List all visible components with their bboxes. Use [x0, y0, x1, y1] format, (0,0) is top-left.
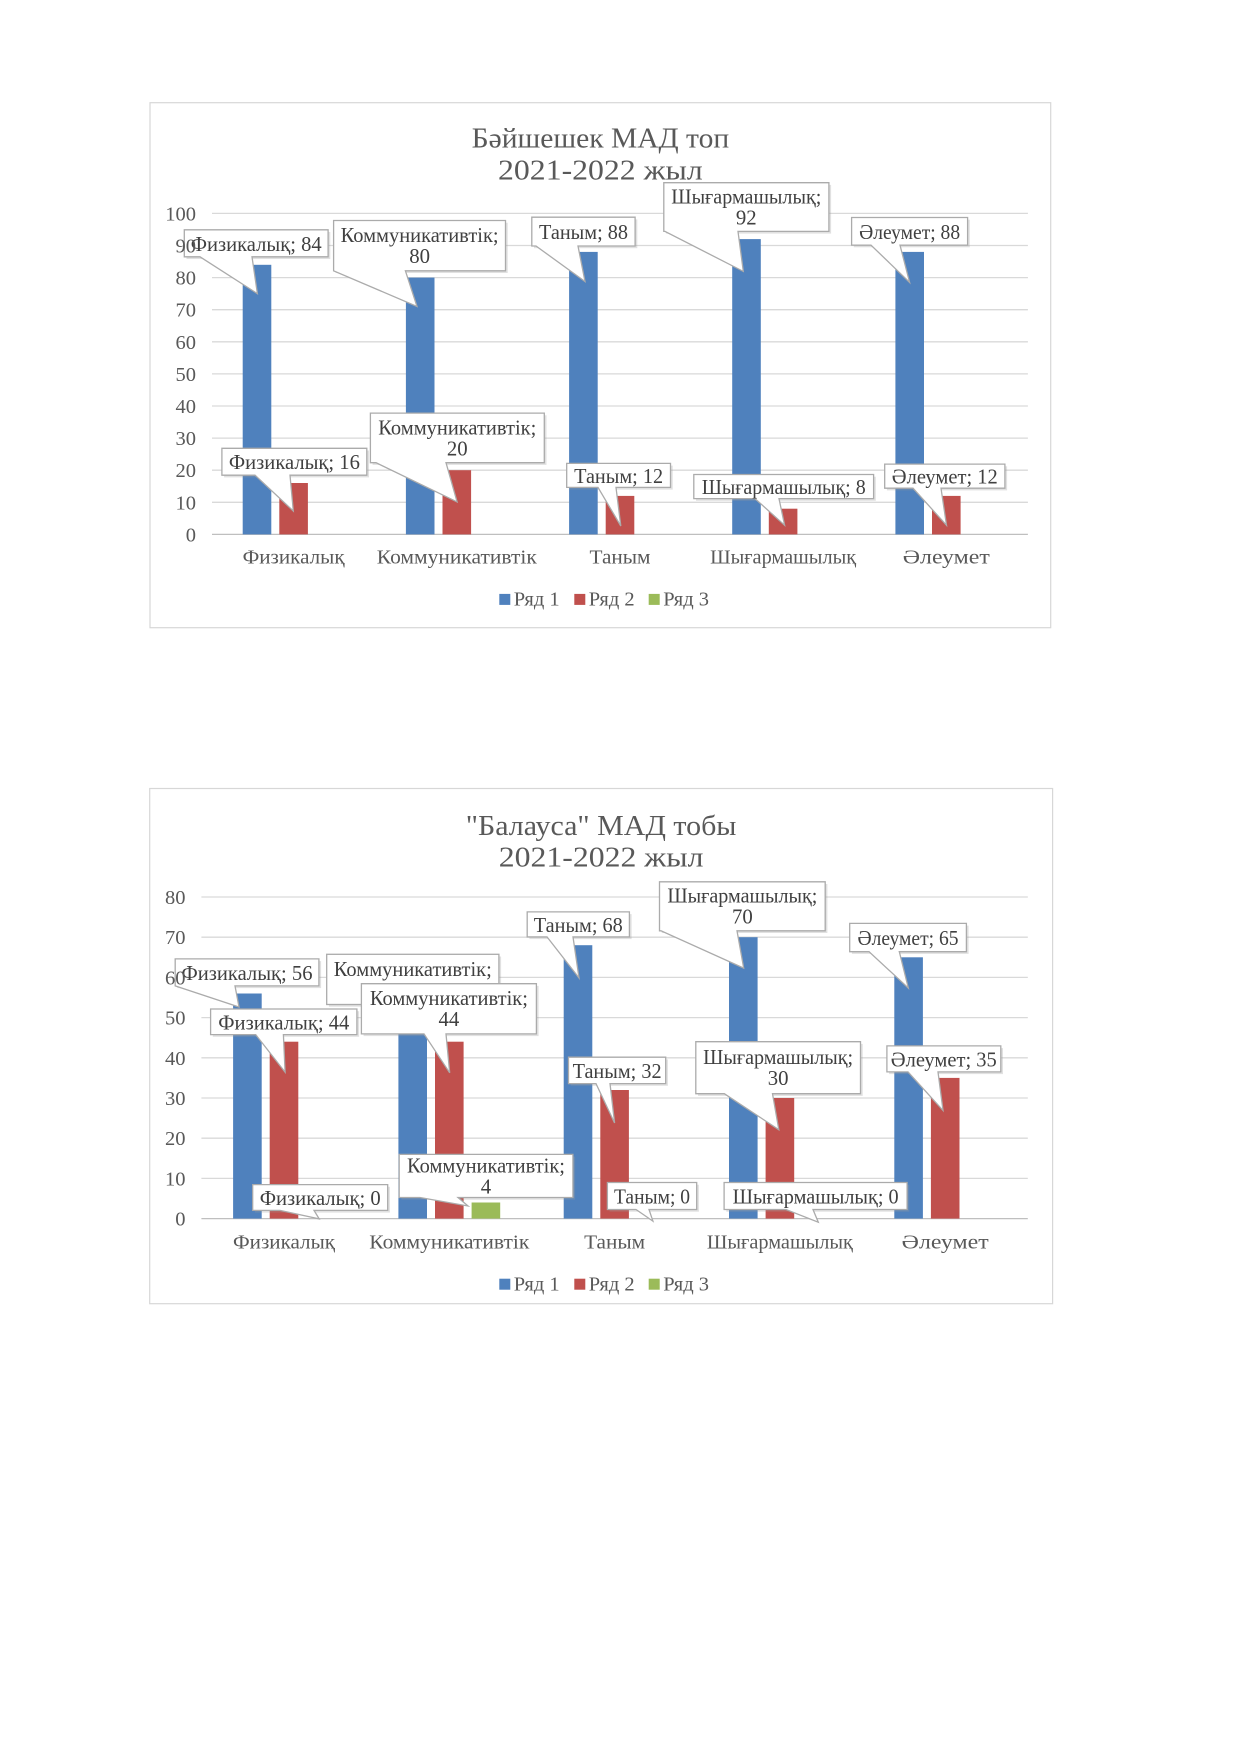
svg-text:Әлеумет; 65: Әлеумет; 65: [858, 927, 959, 950]
svg-text:Әлеумет: Әлеумет: [903, 547, 990, 569]
svg-text:Ряд 3: Ряд 3: [663, 1273, 709, 1295]
svg-text:30: 30: [176, 428, 197, 450]
svg-text:Коммуникативтік: Коммуникативтік: [377, 547, 537, 569]
svg-text:Шығармашылық; 8: Шығармашылық; 8: [702, 476, 866, 499]
svg-text:20: 20: [447, 437, 468, 460]
svg-text:Шығармашылық;: Шығармашылық;: [703, 1046, 853, 1069]
svg-text:80: 80: [176, 268, 197, 290]
svg-text:Физикалық; 84: Физикалық; 84: [191, 233, 323, 256]
svg-text:Таным: Таным: [584, 1232, 645, 1254]
svg-text:100: 100: [165, 203, 196, 225]
svg-text:Ряд 1: Ряд 1: [514, 588, 560, 610]
svg-text:Ряд 2: Ряд 2: [589, 588, 635, 610]
svg-text:Шығармашылық: Шығармашылық: [710, 547, 856, 569]
svg-text:4: 4: [481, 1175, 492, 1198]
svg-text:40: 40: [165, 1048, 186, 1070]
svg-text:80: 80: [409, 245, 430, 268]
svg-text:Ряд 2: Ряд 2: [589, 1273, 635, 1295]
svg-text:"Балауса" МАД тобы: "Балауса" МАД тобы: [466, 810, 737, 842]
svg-text:Физикалық; 16: Физикалық; 16: [229, 451, 360, 474]
svg-text:44: 44: [439, 1008, 460, 1031]
svg-text:10: 10: [165, 1168, 186, 1190]
svg-text:92: 92: [736, 207, 757, 230]
svg-text:50: 50: [176, 364, 197, 386]
svg-text:Физикалық; 56: Физикалық; 56: [182, 962, 313, 985]
svg-text:Коммуникативтік;: Коммуникативтік;: [334, 958, 492, 981]
svg-text:50: 50: [165, 1008, 186, 1030]
svg-text:Физикалық; 0: Физикалық; 0: [260, 1187, 381, 1210]
svg-text:Таным; 68: Таным; 68: [534, 914, 623, 937]
svg-text:0: 0: [175, 1209, 185, 1231]
svg-text:Әлеумет; 88: Әлеумет; 88: [859, 221, 960, 244]
svg-text:0: 0: [186, 524, 196, 546]
svg-text:60: 60: [165, 967, 186, 989]
svg-text:Коммуникативтік;: Коммуникативтік;: [370, 987, 528, 1010]
svg-text:Таным; 0: Таным; 0: [614, 1186, 690, 1209]
svg-text:30: 30: [165, 1088, 186, 1110]
svg-text:Шығармашылық;: Шығармашылық;: [671, 186, 821, 209]
svg-text:Таным: Таным: [590, 547, 651, 569]
svg-text:Физикалық: Физикалық: [233, 1232, 335, 1254]
svg-text:20: 20: [165, 1128, 186, 1150]
svg-text:40: 40: [176, 396, 197, 418]
svg-text:Коммуникативтік: Коммуникативтік: [369, 1232, 529, 1254]
svg-text:10: 10: [176, 492, 197, 514]
svg-text:90: 90: [176, 236, 197, 258]
svg-text:Физикалық; 44: Физикалық; 44: [218, 1011, 350, 1034]
svg-text:2021-2022 жыл: 2021-2022 жыл: [499, 842, 704, 874]
svg-text:Коммуникативтік;: Коммуникативтік;: [407, 1154, 565, 1177]
svg-text:Коммуникативтік;: Коммуникативтік;: [378, 416, 536, 439]
svg-text:70: 70: [165, 927, 186, 949]
svg-text:Шығармашылық; 0: Шығармашылық; 0: [733, 1186, 899, 1209]
svg-text:2021-2022 жыл: 2021-2022 жыл: [498, 155, 703, 187]
svg-text:Ряд 3: Ряд 3: [663, 588, 709, 610]
svg-text:Шығармашылық;: Шығармашылық;: [667, 885, 817, 908]
svg-text:Ряд 1: Ряд 1: [514, 1273, 560, 1295]
svg-text:20: 20: [176, 460, 197, 482]
svg-text:30: 30: [768, 1067, 789, 1090]
svg-text:Әлеумет; 12: Әлеумет; 12: [892, 466, 998, 489]
svg-text:Физикалық: Физикалық: [243, 547, 345, 569]
svg-text:Шығармашылық: Шығармашылық: [707, 1232, 853, 1254]
svg-text:Таным; 88: Таным; 88: [539, 221, 628, 244]
svg-text:80: 80: [165, 887, 186, 909]
svg-text:Бәйшешек МАД топ: Бәйшешек МАД топ: [472, 123, 730, 155]
svg-text:70: 70: [176, 300, 197, 322]
svg-text:Әлеумет; 35: Әлеумет; 35: [891, 1048, 997, 1071]
svg-text:60: 60: [176, 332, 197, 354]
svg-text:Таным; 12: Таным; 12: [574, 465, 663, 488]
svg-text:Әлеумет: Әлеумет: [902, 1232, 989, 1254]
svg-text:Коммуникативтік;: Коммуникативтік;: [341, 224, 499, 247]
svg-text:Таным; 32: Таным; 32: [573, 1060, 662, 1083]
svg-text:70: 70: [732, 906, 753, 929]
